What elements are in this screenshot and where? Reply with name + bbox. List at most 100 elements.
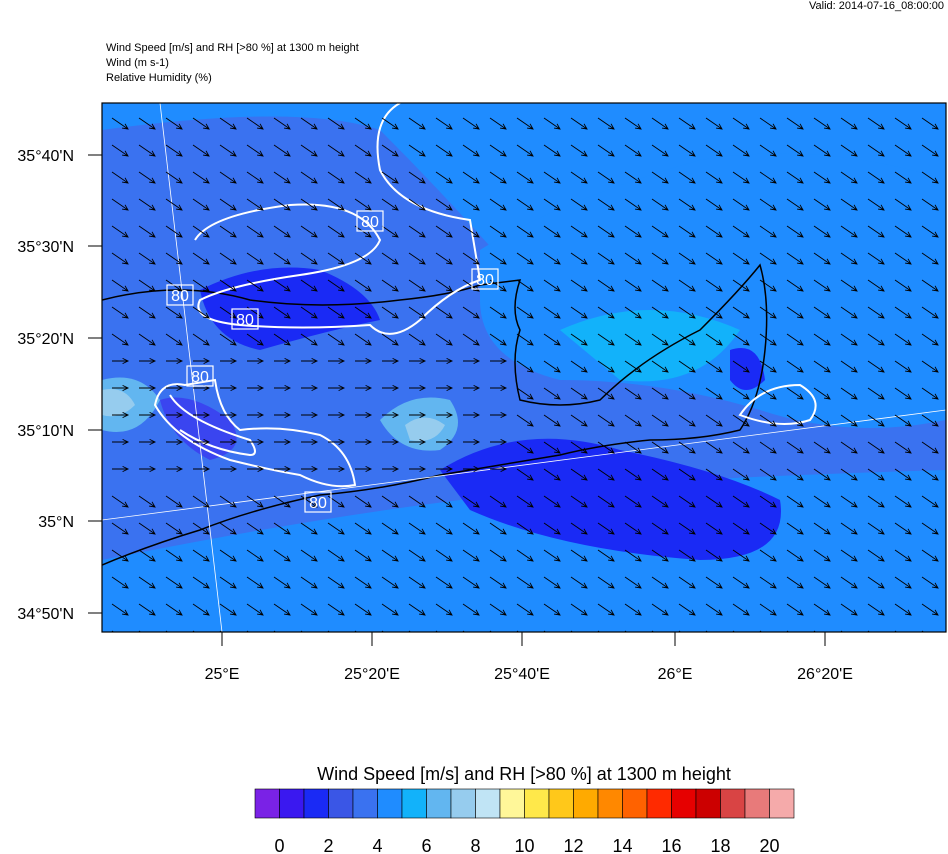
wind-arrow [408, 522, 426, 535]
wind-arrow [678, 549, 696, 562]
wind-arrow [543, 198, 561, 211]
wind-arrow [651, 549, 669, 562]
wind-arrow [651, 603, 669, 616]
wind-arrow [435, 576, 453, 589]
colorbar-swatch [450, 788, 476, 819]
wind-arrow [327, 117, 345, 130]
wind-arrow [192, 495, 210, 508]
wind-arrow [786, 414, 804, 427]
wind-arrow [624, 630, 628, 632]
wind-arrow [732, 468, 750, 481]
wind-arrow [435, 630, 439, 632]
wind-arrow [624, 549, 642, 562]
wind-arrow [247, 357, 265, 365]
wind-arrow [219, 549, 237, 562]
wind-arrow [489, 549, 507, 562]
wind-arrow [732, 387, 750, 400]
wind-arrows [111, 117, 939, 632]
wind-arrow [894, 414, 912, 427]
wind-arrow [273, 306, 291, 319]
wind-arrow [543, 603, 561, 616]
wind-arrow [813, 414, 831, 427]
wind-arrow [246, 171, 264, 184]
wind-arrow [489, 576, 507, 589]
wind-arrow [463, 411, 481, 419]
wind-arrow [732, 441, 750, 454]
lat-label: 35°30'N [17, 239, 74, 256]
wind-arrow [786, 576, 804, 589]
wind-arrow [381, 522, 399, 535]
wind-arrow [759, 198, 777, 211]
wind-arrow [463, 357, 481, 365]
wind-arrow [165, 522, 183, 535]
wind-arrow [462, 333, 480, 346]
wind-arrow [867, 468, 885, 481]
wind-arrow [705, 117, 723, 130]
wind-arrow [651, 576, 669, 589]
wind-arrow [273, 225, 291, 238]
wind-arrow [624, 441, 642, 454]
wind-arrow [273, 549, 291, 562]
wind-arrow [273, 630, 277, 632]
wind-arrow [759, 549, 777, 562]
wind-arrow [624, 333, 642, 346]
wind-arrow [408, 225, 426, 238]
wind-arrow [166, 438, 184, 446]
wind-arrow [166, 384, 184, 392]
wind-arrow [651, 144, 669, 157]
wind-arrow [543, 441, 561, 454]
wind-arrow [111, 495, 129, 508]
wind-arrow [355, 357, 373, 365]
wind-arrow [678, 414, 696, 427]
wind-arrow [489, 171, 507, 184]
wind-arrow [382, 438, 400, 446]
wind-arrow [813, 441, 831, 454]
lat-label: 35°40'N [17, 148, 74, 165]
wind-arrow [570, 522, 588, 535]
wind-arrow [462, 603, 480, 616]
wind-arrow [301, 411, 319, 419]
wind-arrow [381, 306, 399, 319]
wind-arrow [166, 465, 184, 473]
wind-arrow [408, 198, 426, 211]
wind-arrow [921, 306, 939, 319]
wind-arrow [786, 333, 804, 346]
wind-arrow [138, 495, 156, 508]
wind-arrow [651, 387, 669, 400]
wind-arrow [921, 252, 939, 265]
wind-arrow [247, 411, 265, 419]
wind-arrow [894, 387, 912, 400]
wind-arrow [759, 252, 777, 265]
wind-arrow [273, 171, 291, 184]
wind-arrow [300, 117, 318, 130]
wind-arrow [246, 576, 264, 589]
wind-arrow [274, 438, 292, 446]
wind-arrow [219, 117, 237, 130]
wind-arrow [840, 549, 858, 562]
colorbar-tick-label: 10 [514, 836, 534, 854]
wind-arrow [705, 225, 723, 238]
wind-arrow [489, 522, 507, 535]
wind-arrow [624, 252, 642, 265]
wind-arrow [219, 225, 237, 238]
wind-arrow [813, 360, 831, 373]
wind-arrow [759, 117, 777, 130]
wind-arrow [381, 333, 399, 346]
wind-arrow [435, 522, 453, 535]
wind-arrow [300, 306, 318, 319]
wind-arrow [111, 549, 129, 562]
wind-arrow [786, 522, 804, 535]
wind-arrow [462, 117, 480, 130]
wind-arrow [732, 171, 750, 184]
wind-arrow [327, 306, 345, 319]
wind-arrow [894, 603, 912, 616]
wind-arrow [543, 576, 561, 589]
wind-arrow [786, 144, 804, 157]
header-line: Wind Speed [m/s] and RH [>80 %] at 1300 … [106, 42, 359, 54]
colorbar-title: Wind Speed [m/s] and RH [>80 %] at 1300 … [317, 764, 731, 784]
wind-arrow [300, 198, 318, 211]
wind-arrow [273, 198, 291, 211]
wind-arrow [355, 411, 373, 419]
wind-arrow [570, 441, 588, 454]
wind-arrow [543, 279, 561, 292]
